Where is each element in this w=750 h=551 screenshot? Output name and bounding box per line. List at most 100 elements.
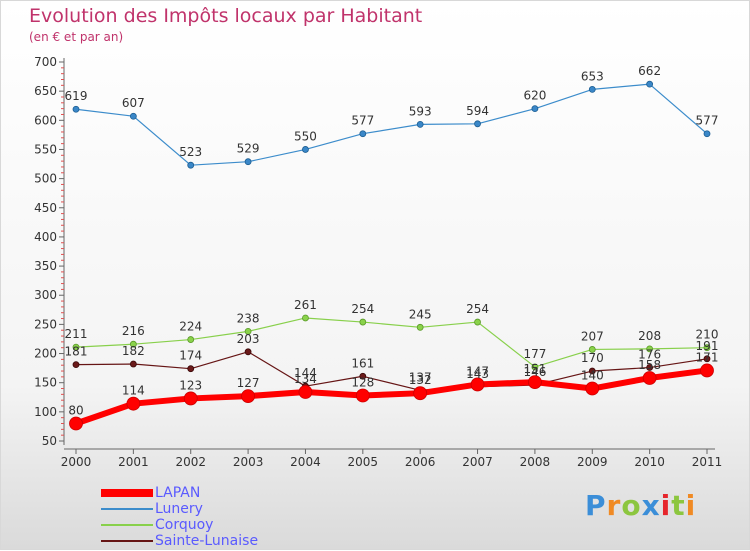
x-tick-label: 2001 [118, 455, 149, 469]
y-tick-label: 100 [34, 405, 57, 419]
data-label-lunery: 550 [294, 129, 317, 143]
data-point-sainte-lunaise [359, 372, 367, 380]
y-tick-label: 50 [42, 434, 57, 448]
y-tick-label: 500 [34, 172, 57, 186]
data-point-lapan [470, 377, 485, 392]
series-line-corquoy [75, 317, 708, 368]
legend-label: Sainte-Lunaise [155, 533, 259, 549]
data-point-lunery [646, 80, 654, 88]
data-point-sainte-lunaise [588, 367, 596, 375]
chart-subtitle: (en € et par an) [29, 30, 124, 44]
data-point-corquoy [187, 336, 195, 343]
chart-title: Evolution des Impôts locaux par Habitant [29, 5, 423, 27]
data-point-lunery [187, 161, 195, 169]
data-label-lunery: 594 [466, 104, 489, 118]
data-label-sainte-lunaise: 181 [65, 345, 88, 359]
x-tick-label: 2004 [290, 455, 321, 469]
data-point-lunery [703, 130, 711, 138]
data-label-sainte-lunaise: 144 [294, 366, 317, 380]
y-tick-label: 200 [34, 347, 57, 361]
logo-letter: o [621, 489, 642, 522]
data-point-sainte-lunaise [187, 365, 195, 373]
data-label-lapan: 171 [696, 350, 719, 364]
data-label-sainte-lunaise: 143 [466, 367, 489, 381]
data-label-sainte-lunaise: 174 [179, 349, 202, 363]
data-label-corquoy: 245 [409, 307, 432, 321]
data-point-corquoy [359, 318, 367, 326]
logo-letter: x [641, 489, 661, 522]
data-label-lapan: 158 [638, 358, 661, 372]
data-point-lapan [700, 363, 714, 378]
data-point-lapan [585, 381, 600, 396]
legend-swatch [101, 524, 153, 526]
data-point-lapan [355, 388, 370, 403]
data-label-corquoy: 261 [294, 298, 317, 312]
y-tick-label: 450 [34, 201, 57, 215]
x-tick-label: 2010 [634, 455, 665, 469]
data-label-sainte-lunaise: 191 [696, 339, 719, 353]
data-label-corquoy: 238 [237, 311, 260, 325]
legend-item-corquoy: Corquoy [101, 517, 258, 533]
logo-letter: r [606, 489, 622, 522]
data-point-sainte-lunaise [244, 348, 252, 356]
data-point-corquoy [531, 363, 539, 371]
data-point-lunery [531, 105, 539, 113]
data-label-lapan: 132 [409, 373, 432, 387]
y-tick-label: 600 [34, 113, 57, 127]
data-label-corquoy: 211 [65, 327, 88, 341]
data-label-corquoy: 254 [351, 302, 374, 316]
data-label-lunery: 619 [65, 89, 88, 103]
legend-label: Corquoy [155, 517, 214, 533]
legend-swatch [101, 540, 153, 542]
data-point-lapan [69, 416, 83, 431]
data-point-corquoy [72, 343, 80, 351]
data-label-lunery: 607 [122, 96, 145, 110]
data-point-corquoy [129, 340, 137, 348]
data-label-lapan: 134 [294, 372, 317, 386]
data-point-lunery [72, 105, 80, 113]
data-point-lunery [474, 120, 481, 128]
y-tick-label: 150 [34, 376, 57, 390]
data-label-sainte-lunaise: 161 [351, 356, 374, 370]
data-point-lunery [588, 86, 596, 93]
data-point-lunery [416, 120, 424, 128]
data-label-corquoy: 177 [523, 347, 546, 361]
legend-item-lunery: Lunery [101, 501, 258, 517]
y-tick-label: 700 [34, 55, 57, 69]
data-point-lapan [183, 391, 198, 406]
data-label-lunery: 593 [409, 104, 432, 118]
series-line-sainte-lunaise [75, 351, 708, 391]
data-point-lunery [302, 146, 309, 153]
logo-letter: i [660, 489, 672, 522]
data-label-corquoy: 207 [581, 329, 604, 343]
data-label-lapan: 128 [351, 376, 374, 390]
y-tick-label: 300 [34, 288, 57, 302]
x-tick-label: 2009 [577, 455, 608, 469]
data-label-lapan: 114 [122, 384, 145, 398]
data-label-corquoy: 210 [696, 328, 719, 342]
x-tick-label: 2000 [61, 455, 92, 469]
x-tick-label: 2011 [692, 455, 723, 469]
data-label-corquoy: 224 [179, 320, 202, 334]
y-tick-label: 350 [34, 259, 57, 273]
y-tick-label: 650 [34, 84, 57, 98]
data-label-sainte-lunaise: 176 [638, 348, 661, 362]
data-point-lunery [244, 158, 252, 166]
legend-swatch [101, 508, 153, 510]
data-point-corquoy [646, 345, 654, 353]
data-label-corquoy: 254 [466, 302, 489, 316]
data-label-corquoy: 216 [122, 324, 145, 338]
data-point-corquoy [244, 327, 252, 335]
proxiti-logo: Proxiti [585, 489, 696, 522]
y-tick-label: 400 [34, 230, 57, 244]
series-line-lunery [75, 83, 708, 166]
data-point-lunery [129, 112, 137, 120]
data-label-lunery: 653 [581, 69, 604, 83]
data-label-lunery: 529 [237, 142, 260, 156]
data-point-lapan [126, 396, 141, 411]
x-tick-label: 2008 [520, 455, 551, 469]
data-point-lapan [528, 375, 542, 390]
data-label-lunery: 620 [523, 89, 546, 103]
